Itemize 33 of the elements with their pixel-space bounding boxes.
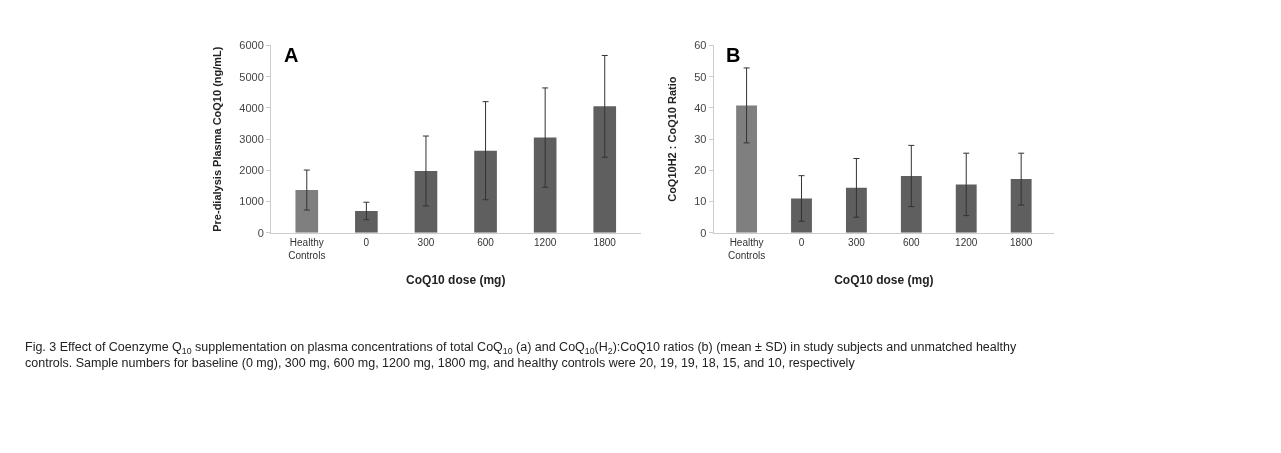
- y-tick-label: 20: [694, 164, 707, 177]
- x-axis-title: CoQ10 dose (mg): [406, 272, 506, 287]
- x-axis-title: CoQ10 dose (mg): [834, 272, 934, 287]
- x-tick-label: 1200: [534, 236, 557, 248]
- y-tick-label: 30: [694, 132, 707, 145]
- x-tick-label: 0: [363, 236, 370, 248]
- y-tick-label: 0: [257, 226, 264, 239]
- y-axis-title: CoQ10H2 : CoQ10 Ratio: [665, 76, 678, 202]
- y-tick-label: 3000: [239, 132, 264, 145]
- y-tick-label: 0: [700, 226, 707, 239]
- y-tick-label: 60: [694, 39, 707, 52]
- x-tick-label: Healthy Controls: [727, 236, 766, 261]
- y-tick-label: 2000: [239, 164, 264, 177]
- x-tick-label: 0: [798, 236, 805, 248]
- x-tick-label: 600: [902, 236, 921, 248]
- y-tick-label: 50: [694, 70, 707, 83]
- x-tick-label: 600: [477, 236, 495, 248]
- x-tick-label: Healthy Controls: [288, 236, 326, 261]
- x-tick-label: 300: [417, 236, 435, 248]
- y-tick-label: 40: [694, 101, 707, 114]
- y-tick-label: 10: [694, 195, 707, 208]
- x-tick-label: 1200: [955, 236, 978, 248]
- y-tick-label: 1000: [239, 195, 264, 208]
- y-tick-label: 5000: [239, 70, 264, 83]
- x-tick-label: 1800: [593, 236, 617, 248]
- x-tick-label: 300: [848, 236, 866, 248]
- chart-title: B: [726, 44, 741, 66]
- chart-title: A: [284, 44, 299, 66]
- x-tick-label: 1800: [1010, 236, 1033, 248]
- y-axis-title: Pre-dialysis Plasma CoQ10 (ng/mL): [210, 46, 223, 232]
- y-tick-label: 4000: [239, 101, 264, 114]
- y-tick-label: 6000: [239, 39, 264, 52]
- text: Fig. 3 Effect of Coenzyme Q$_{10}$ supplementation on plasma concentrations of total CoQ$_{10}$ (a) and CoQ$_{10}$(H$_{2}$):CoQ10 ratios (b) (mean ± SD) in study subjects and unmatched healthy controls. Sample numbers for baseline (0 mg), 300 mg, 600 mg, 1200 mg, 1800 mg, and healthy controls were 20, 19, 19, 18, 15, and 10, respectively: [25, 340, 1017, 371]
